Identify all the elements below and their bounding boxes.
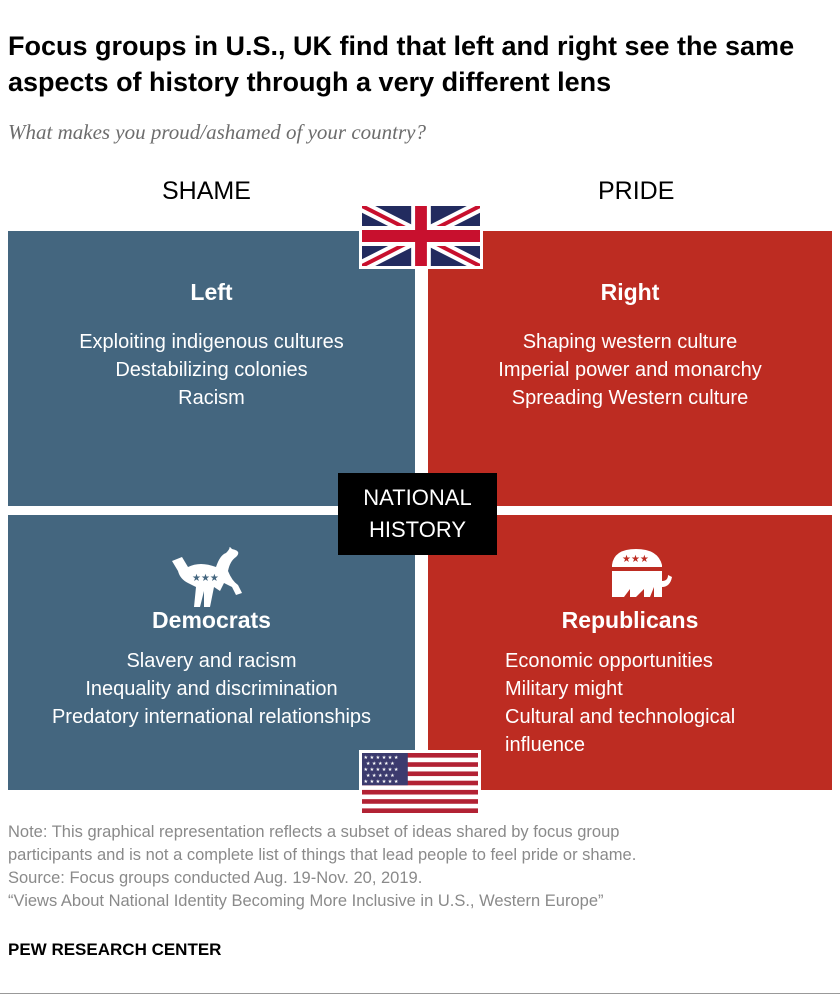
list-item: Inequality and discrimination (85, 678, 338, 700)
list-item: Spreading Western culture (511, 387, 749, 409)
item-list: Shaping western culture Imperial power a… (428, 328, 832, 412)
pride-column-heading: PRIDE (598, 177, 675, 205)
list-item: Military might (505, 678, 623, 700)
list-item: Slavery and racism (126, 650, 297, 672)
page-title: Focus groups in U.S., UK find that left … (8, 31, 795, 97)
quadrant-us-republicans: ★★★ Republicans Economic opportunities M… (428, 515, 832, 790)
svg-text:★ ★ ★ ★ ★ ★: ★ ★ ★ ★ ★ ★ (364, 755, 399, 761)
note-line: Note: This graphical representation refl… (8, 823, 620, 841)
brand-logo-text: PEW RESEARCH CENTER (8, 940, 222, 959)
svg-text:★★★: ★★★ (622, 554, 649, 565)
quadrant-us-democrats: ★★★ Democrats Slavery and racism Inequal… (8, 515, 415, 790)
svg-text:★ ★ ★ ★ ★ ★: ★ ★ ★ ★ ★ ★ (364, 767, 399, 773)
elephant-icon: ★★★ (612, 549, 672, 597)
list-item: Exploiting indigenous cultures (79, 331, 344, 353)
us-flag-icon: ★ ★ ★ ★ ★ ★★ ★ ★ ★ ★★ ★ ★ ★ ★ ★★ ★ ★ ★ ★… (359, 750, 481, 816)
uk-flag-icon (359, 203, 483, 269)
quadrant-heading: Left (190, 279, 233, 305)
quadrant-heading: Democrats (152, 607, 271, 633)
national-history-label: NATIONAL HISTORY (338, 473, 497, 555)
list-item: Cultural and technological (505, 706, 736, 728)
donkey-icon: ★★★ (172, 547, 242, 607)
bottom-divider (0, 993, 840, 994)
shame-column-heading: SHAME (162, 177, 251, 205)
item-list: Slavery and racism Inequality and discri… (8, 647, 415, 731)
quadrant-heading: Republicans (561, 607, 699, 633)
svg-text:★ ★ ★ ★ ★ ★: ★ ★ ★ ★ ★ ★ (364, 779, 399, 785)
list-item: Imperial power and monarchy (498, 359, 762, 381)
item-list: Economic opportunities Military might Cu… (505, 647, 832, 759)
note-line: participants and is not a complete list … (8, 846, 637, 864)
quadrant-uk-left: Left Exploiting indigenous cultures Dest… (8, 231, 415, 506)
list-item: Predatory international relationships (51, 706, 372, 728)
svg-text:★ ★ ★ ★ ★: ★ ★ ★ ★ ★ (366, 773, 395, 779)
list-item: Economic opportunities (505, 650, 713, 672)
center-label-line: HISTORY (369, 517, 466, 542)
list-item: Shaping western culture (522, 331, 738, 353)
list-item: Destabilizing colonies (115, 359, 308, 381)
list-item: influence (505, 734, 586, 756)
quadrant-heading: Right (600, 279, 660, 305)
center-label-line: NATIONAL (363, 485, 472, 510)
svg-text:★ ★ ★ ★ ★: ★ ★ ★ ★ ★ (366, 761, 395, 767)
source-line: Source: Focus groups conducted Aug. 19-N… (8, 869, 423, 887)
report-title-line: “Views About National Identity Becoming … (8, 892, 604, 910)
svg-text:★★★: ★★★ (192, 573, 219, 584)
list-item: Racism (178, 387, 245, 409)
quadrant-uk-right: Right Shaping western culture Imperial p… (428, 231, 832, 506)
item-list: Exploiting indigenous cultures Destabili… (8, 328, 415, 412)
notes: Note: This graphical representation refl… (8, 821, 636, 913)
subtitle: What makes you proud/ashamed of your cou… (8, 120, 426, 144)
